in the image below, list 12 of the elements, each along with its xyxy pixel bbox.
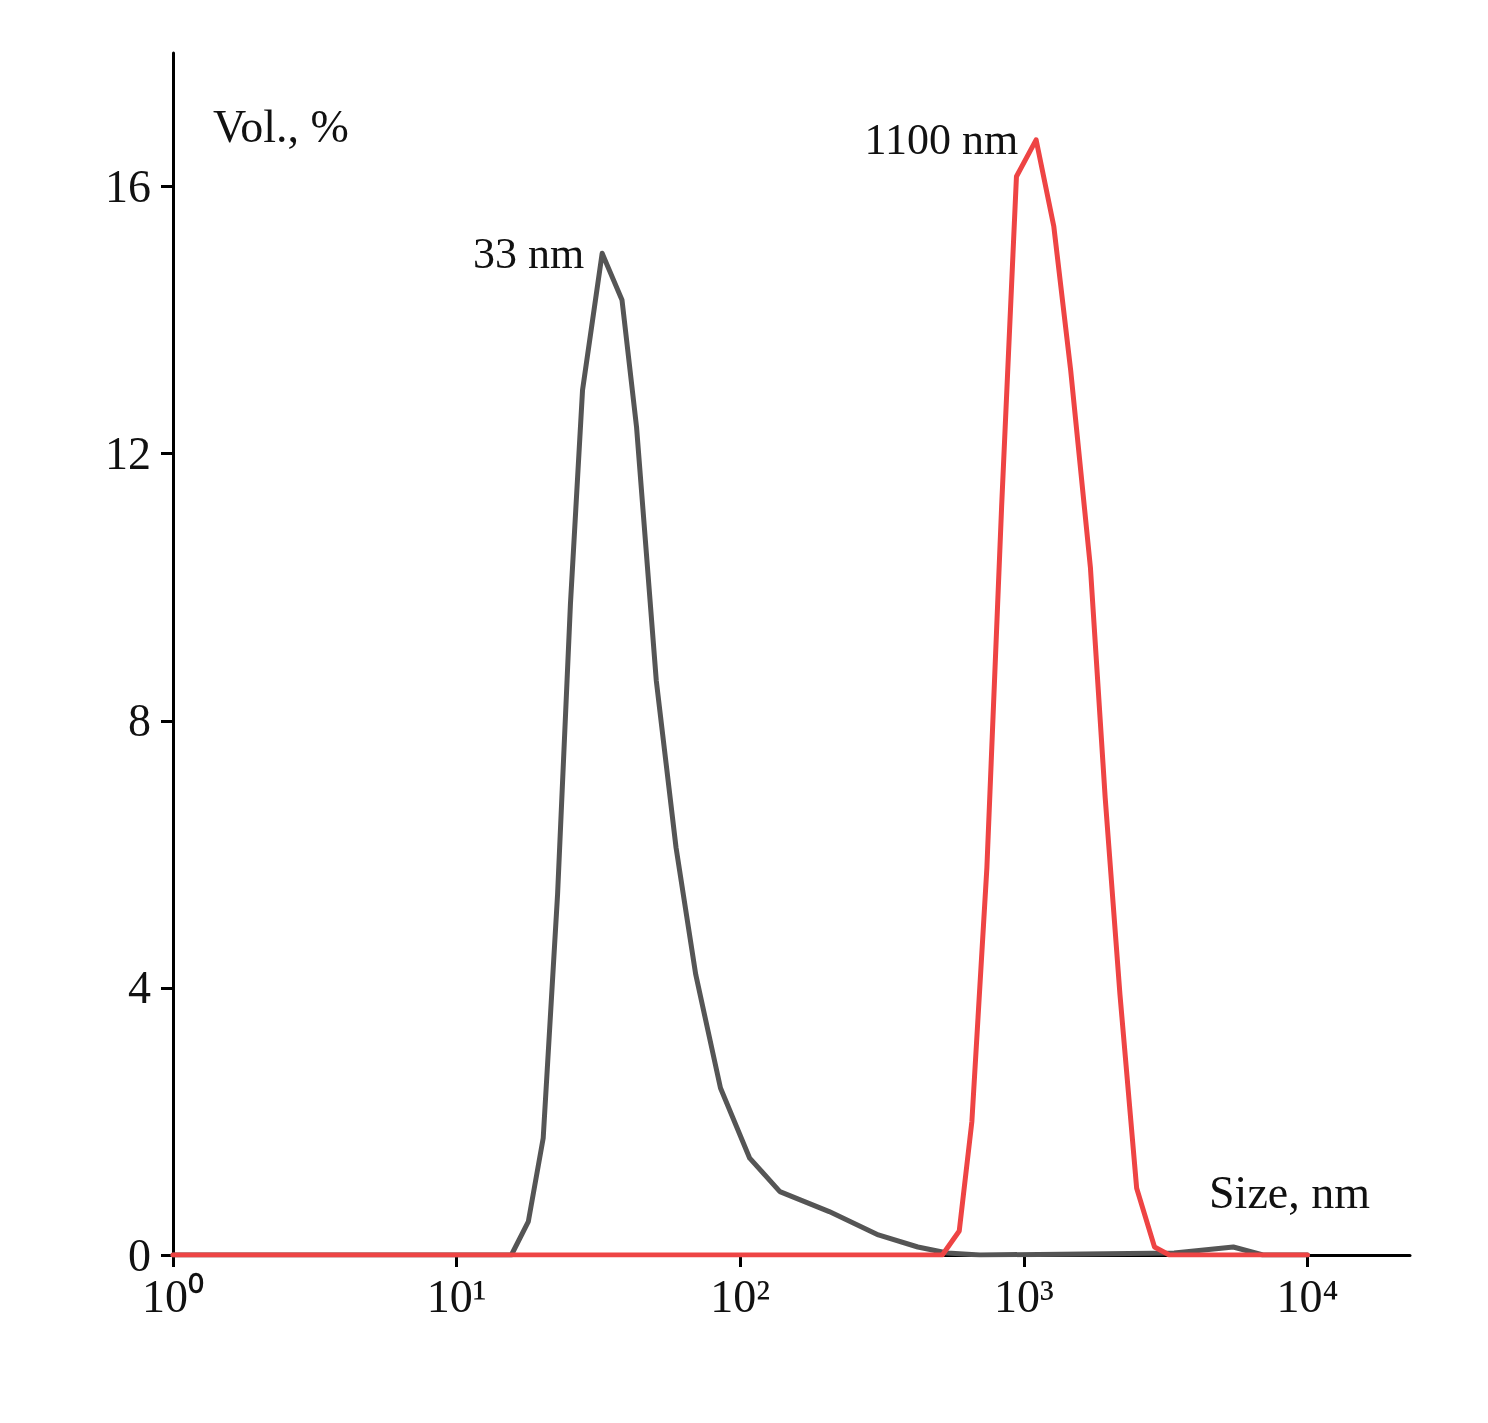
x-tick-label: 10² [710,1270,771,1322]
annotation: 33 nm [472,228,585,278]
y-tick-label: 8 [128,695,151,747]
x-tick-label: 10¹ [426,1270,487,1322]
x-axis-title: Size, nm [1209,1166,1371,1218]
annotation: 1100 nm [864,115,1019,165]
y-tick-label: 12 [105,428,151,480]
y-tick-label: 16 [105,161,151,213]
y-tick-label: 4 [128,962,151,1014]
y-axis-title: Vol., % [213,100,349,152]
x-tick-label: 10⁴ [1276,1270,1339,1322]
x-tick-label: 10³ [993,1270,1054,1322]
